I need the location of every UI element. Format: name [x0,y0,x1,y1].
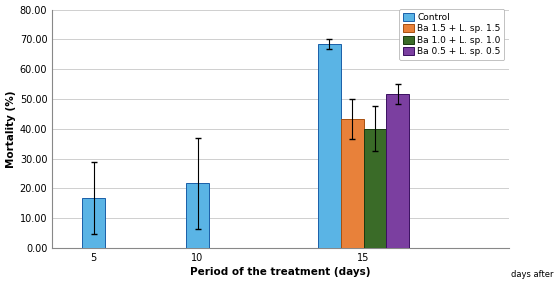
Bar [318,44,341,248]
Bar [386,94,409,248]
Bar [186,183,209,248]
Y-axis label: Mortality (%): Mortality (%) [6,90,16,168]
Legend: Control, Ba 1.5 + L. sp. 1.5, Ba 1.0 + L. sp. 1.0, Ba 0.5 + L. sp. 0.5: Control, Ba 1.5 + L. sp. 1.5, Ba 1.0 + L… [400,9,504,60]
Bar [341,119,364,248]
Bar [364,129,386,248]
Text: days after: days after [511,270,553,279]
X-axis label: Period of the treatment (days): Period of the treatment (days) [191,267,371,277]
Bar [82,198,105,248]
